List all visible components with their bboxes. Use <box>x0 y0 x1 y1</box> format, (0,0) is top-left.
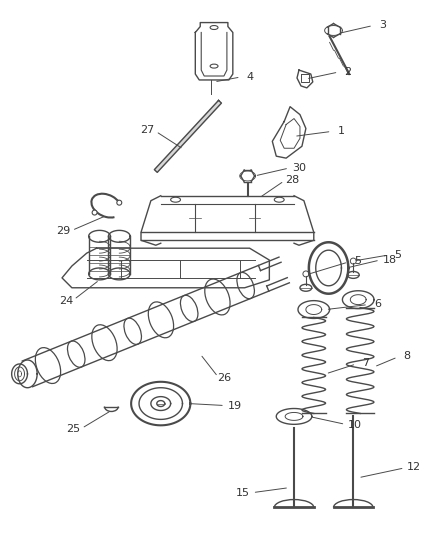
Text: 19: 19 <box>228 401 242 410</box>
Circle shape <box>117 200 122 205</box>
Circle shape <box>92 210 97 215</box>
Text: 1: 1 <box>338 126 345 136</box>
Text: 10: 10 <box>348 420 362 430</box>
Text: 3: 3 <box>379 20 386 30</box>
Text: 25: 25 <box>66 424 80 434</box>
Text: 24: 24 <box>59 296 73 306</box>
Text: 12: 12 <box>407 463 421 472</box>
Text: 18: 18 <box>382 255 396 264</box>
Text: 26: 26 <box>217 374 231 383</box>
Text: 5: 5 <box>354 256 361 266</box>
Text: 2: 2 <box>345 67 352 77</box>
Text: 29: 29 <box>56 226 70 236</box>
Text: 27: 27 <box>141 125 155 135</box>
Text: 5: 5 <box>394 250 401 260</box>
Text: 4: 4 <box>247 71 254 82</box>
Text: 8: 8 <box>403 351 410 361</box>
Text: 6: 6 <box>374 300 381 309</box>
Polygon shape <box>62 248 269 288</box>
Text: 15: 15 <box>236 488 250 498</box>
Text: 7: 7 <box>362 358 369 368</box>
Text: 28: 28 <box>285 175 300 185</box>
Polygon shape <box>154 100 222 172</box>
Polygon shape <box>272 107 306 158</box>
Polygon shape <box>297 70 313 88</box>
Text: 30: 30 <box>292 163 306 173</box>
